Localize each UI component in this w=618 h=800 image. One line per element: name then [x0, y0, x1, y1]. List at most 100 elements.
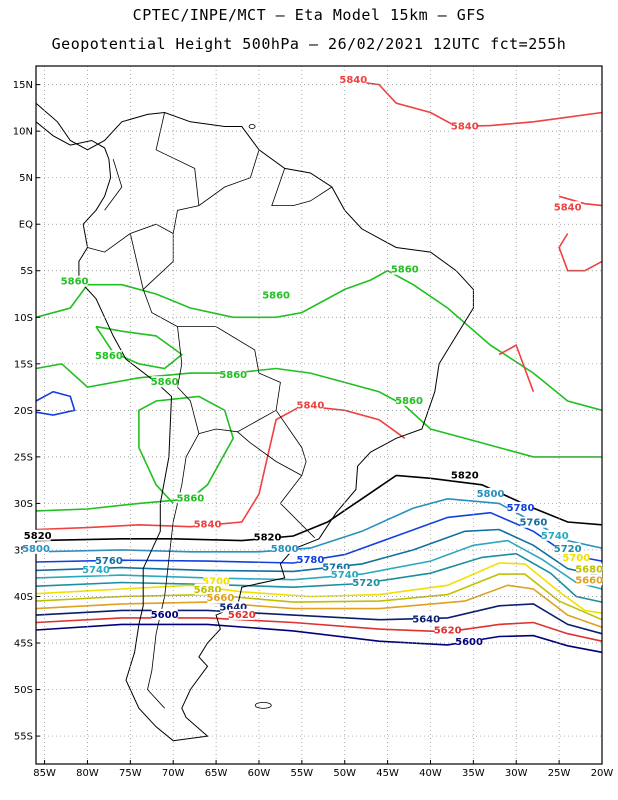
map-title-line1: CPTEC/INPE/MCT – Eta Model 15km – GFS [132, 6, 486, 24]
lat-label: 55S [14, 732, 33, 743]
country-border [271, 168, 333, 206]
contour-label: 5800 [271, 544, 299, 555]
country-border [237, 410, 307, 477]
contour-line [35, 390, 76, 416]
contour-label: 5860 [151, 377, 179, 388]
contour-label-bg [340, 73, 367, 85]
contour-line [558, 195, 603, 207]
contour-line [35, 623, 603, 654]
contour-line [35, 528, 603, 577]
contour-label-bg [477, 487, 504, 499]
contour-line [35, 617, 603, 642]
contour-label: 5860 [262, 291, 290, 302]
contour-label: 5840 [194, 520, 222, 531]
contour-label: 5740 [541, 531, 569, 542]
lat-label: 5S [20, 266, 33, 277]
contour-label-bg [391, 263, 418, 275]
contour-label-bg [24, 529, 51, 541]
contour-label: 5660 [575, 575, 603, 586]
contour-line [35, 539, 603, 590]
contour-line [95, 325, 184, 370]
contour-label-bg [220, 601, 247, 613]
contour-label: 5740 [82, 565, 110, 576]
contour-label-bg [194, 583, 221, 595]
contour-label-bg [520, 516, 547, 528]
contour-label-bg [95, 350, 122, 362]
contour-line [35, 584, 603, 628]
country-border [147, 433, 200, 709]
contour-label-bg [254, 531, 281, 543]
contour-label-bg [207, 592, 234, 604]
contour-label-bg [151, 608, 178, 620]
contour-label-bg [194, 518, 221, 530]
contour-label: 5780 [507, 503, 535, 514]
contour-label-bg [228, 608, 255, 620]
contour-value-labels: 5840 5840 5840 5860 5860 5860 5860 5860 5860 5860… [22, 73, 603, 648]
contour-label-bg [563, 552, 590, 564]
lon-label: 30W [505, 768, 528, 779]
contour-line [35, 362, 602, 458]
lat-label: 45S [14, 639, 33, 650]
contour-label: 5620 [228, 610, 256, 621]
contour-label: 5800 [22, 544, 50, 555]
contour-line [35, 269, 603, 412]
contour-label: 5680 [194, 585, 222, 596]
contour-label: 5760 [519, 518, 547, 529]
contour-label-bg [203, 575, 230, 587]
contour-label-bg [507, 501, 534, 513]
contour-line [558, 233, 603, 272]
contour-label: 5600 [455, 637, 483, 648]
contour-label-bg [271, 542, 298, 554]
contour-label: 5860 [395, 396, 423, 407]
contour-line [35, 562, 603, 614]
lat-label: 30S [14, 499, 33, 510]
contour-label: 5760 [322, 562, 350, 573]
lon-label: 70W [162, 768, 185, 779]
contour-label: 5760 [95, 556, 123, 567]
contour-label-bg [451, 469, 478, 481]
contour-line [498, 344, 535, 392]
contour-label-bg [576, 563, 603, 575]
contour-lines [35, 79, 603, 654]
country-border [104, 158, 123, 211]
lat-label: 15S [14, 359, 33, 370]
lon-label: 50W [333, 768, 356, 779]
lon-label: 45W [376, 768, 399, 779]
lat-label: 25S [14, 452, 33, 463]
island [248, 124, 256, 129]
contour-label: 5600 [151, 610, 179, 621]
lat-label: 15N [13, 80, 33, 91]
country-border [142, 149, 260, 388]
contour-label: 5820 [451, 470, 479, 481]
contour-label-bg [413, 613, 440, 625]
lat-label: 10N [13, 127, 33, 138]
contour-label-bg [451, 120, 478, 132]
contour-label-bg [297, 399, 324, 411]
contour-label: 5840 [451, 121, 479, 132]
lat-label: 50S [14, 685, 33, 696]
contour-label: 5700 [202, 576, 230, 587]
contour-label: 5700 [562, 553, 590, 564]
contour-line [35, 404, 406, 531]
contour-label: 5860 [219, 370, 247, 381]
contour-label: 5800 [477, 489, 505, 500]
lon-label: 20W [591, 768, 614, 779]
contour-label: 5820 [254, 533, 282, 544]
contour-label: 5840 [297, 400, 325, 411]
contour-label: 5860 [176, 494, 204, 505]
lon-label: 85W [33, 768, 56, 779]
contour-label-bg [331, 568, 358, 580]
contour-label: 5660 [206, 593, 234, 604]
country-border [129, 233, 144, 290]
coastlines-and-borders [35, 102, 474, 742]
country-border [279, 475, 315, 539]
contour-label: 5720 [554, 544, 582, 555]
contour-label-bg [541, 529, 568, 541]
lon-label: 65W [205, 768, 228, 779]
contour-label: 5860 [95, 351, 123, 362]
contour-label-bg [576, 574, 603, 586]
country-border [155, 112, 200, 206]
lat-label: 40S [14, 592, 33, 603]
contour-label-bg [456, 635, 483, 647]
